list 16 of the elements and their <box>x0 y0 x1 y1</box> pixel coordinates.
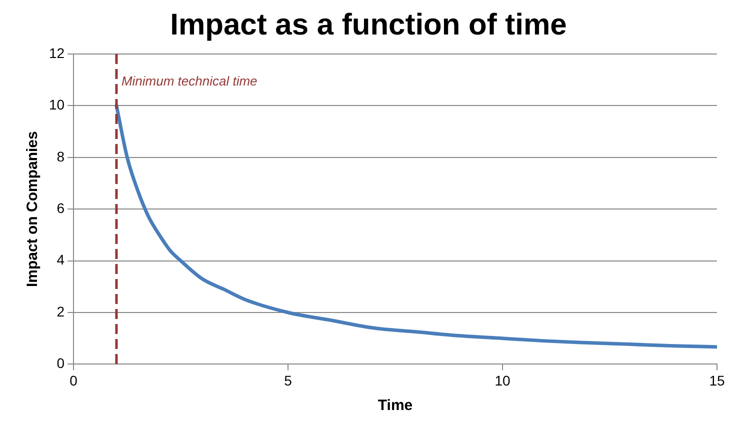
y-axis-title: Impact on Companies <box>24 131 42 288</box>
x-axis-title: Time <box>378 397 413 414</box>
y-tick-label: 4 <box>56 252 65 268</box>
y-tick-label: 10 <box>48 96 65 113</box>
y-tick-label: 12 <box>48 44 65 61</box>
y-tick-label: 8 <box>56 148 65 164</box>
x-tick-label: 10 <box>494 372 511 388</box>
x-tick-label: 15 <box>709 372 725 388</box>
x-tick-label: 0 <box>70 372 78 388</box>
y-tick-label: 2 <box>56 303 65 320</box>
x-tick-label: 5 <box>284 372 292 388</box>
line-series <box>114 104 717 349</box>
chart-title: Impact as a function of time <box>170 8 567 42</box>
y-tick-label: 6 <box>56 200 65 216</box>
y-tick-label: 0 <box>56 355 65 372</box>
ref-line-label: Minimum technical time <box>121 74 258 89</box>
